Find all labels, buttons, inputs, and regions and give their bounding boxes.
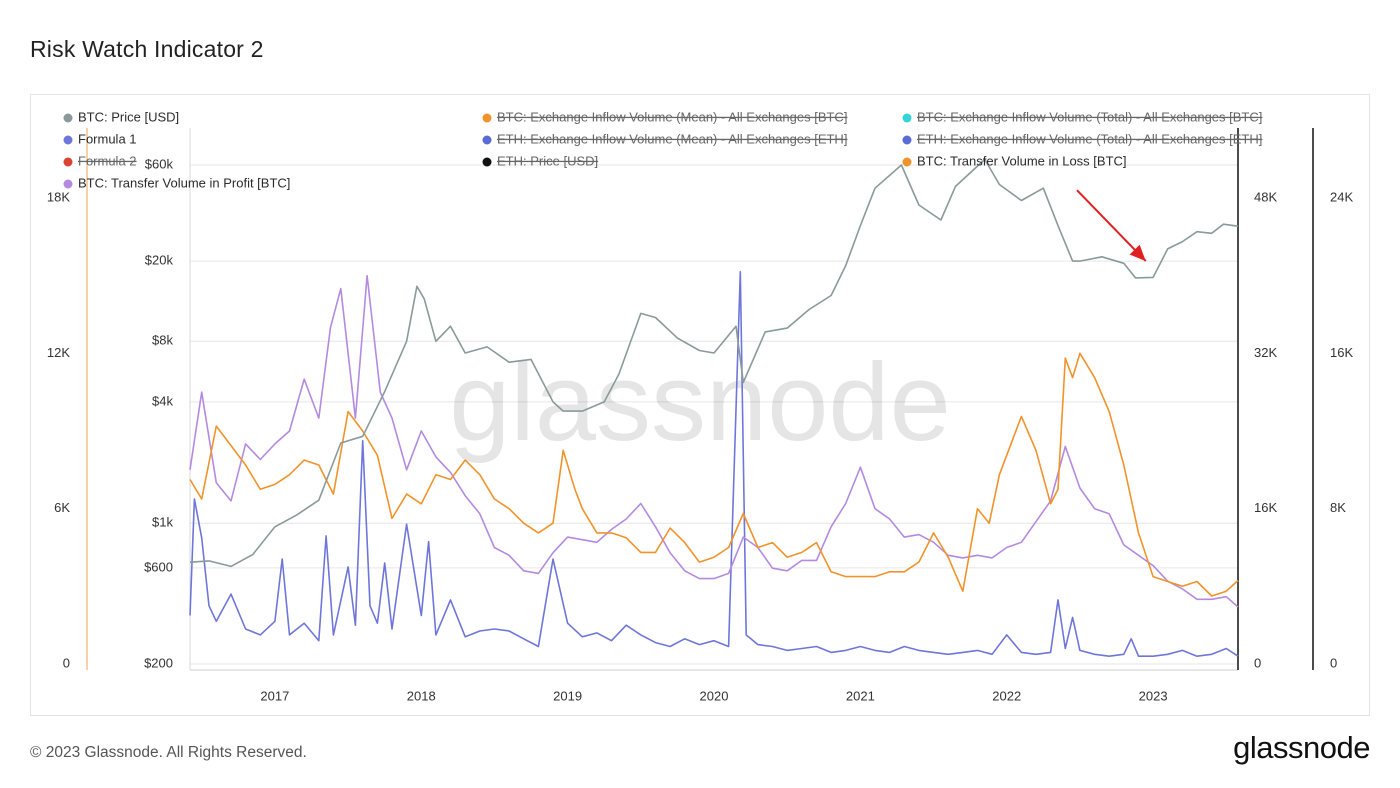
legend-label: Formula 2 [78,153,137,168]
legend-label: BTC: Exchange Inflow Volume (Total) - Al… [917,109,1262,124]
legend-marker [482,113,492,123]
copyright: © 2023 Glassnode. All Rights Reserved. [30,744,307,761]
legend-item[interactable]: ETH: Exchange Inflow Volume (Mean) - All… [482,131,848,146]
legend-label: BTC: Price [USD] [78,109,179,124]
series-formula-1 [189,271,1239,657]
legend-label: BTC: Exchange Inflow Volume (Mean) - All… [497,109,847,124]
x-tick-label: 2019 [553,688,582,703]
page-title: Risk Watch Indicator 2 [30,36,264,62]
chart-panel [30,94,1370,716]
legend-marker [63,113,73,123]
annotation-layer [1076,189,1147,262]
right2-tick-label: 24K [1330,189,1353,204]
legend-item[interactable]: Formula 1 [63,131,137,146]
legend-marker [63,135,73,145]
price-tick-label: $20k [145,253,174,268]
price-tick-label: $4k [152,393,173,408]
legend-item[interactable]: Formula 2 [63,153,137,168]
legend-marker [63,179,73,189]
legend-marker [902,157,912,167]
x-tick-label: 2022 [992,688,1021,703]
series-btc-price-usd [189,158,1239,568]
annotation-arrow-head [1129,244,1146,262]
legend-item[interactable]: BTC: Exchange Inflow Volume (Total) - Al… [902,109,1263,124]
axis-lines [86,128,1314,671]
right2-tick-label: 0 [1330,655,1337,670]
legend-marker [482,135,492,145]
legend-label: ETH: Exchange Inflow Volume (Total) - Al… [917,131,1262,146]
tick-labels: 0 6K 12K 18K $200 $600 $1k $4k $8k $20k $60k 0 16K 32… [47,156,1354,703]
price-tick-label: $200 [144,655,173,670]
left-tick-label: 12K [47,345,70,360]
x-tick-label: 2023 [1139,688,1168,703]
series-btc-transfer-volume-in-profit-btc [189,274,1239,608]
legend-item[interactable]: BTC: Transfer Volume in Profit [BTC] [63,175,291,190]
x-tick-label: 2021 [846,688,875,703]
legend-marker [482,157,492,167]
legend-marker [902,135,912,145]
legend-marker [902,113,912,123]
right1-tick-label: 0 [1254,655,1261,670]
gridlines [190,164,1238,665]
right2-tick-label: 16K [1330,345,1353,360]
price-tick-label: $60k [145,156,174,171]
brand-logo: glassnode [1233,730,1370,765]
legend-label: ETH: Price [USD] [497,153,598,168]
price-tick-label: $600 [144,559,173,574]
x-tick-label: 2018 [407,688,436,703]
right1-tick-label: 48K [1254,189,1277,204]
right1-tick-label: 16K [1254,500,1277,515]
legend-item[interactable]: BTC: Transfer Volume in Loss [BTC] [902,153,1127,168]
right1-tick-label: 32K [1254,345,1277,360]
right2-tick-label: 8K [1330,500,1346,515]
legend-item[interactable]: ETH: Exchange Inflow Volume (Total) - Al… [902,131,1263,146]
annotation-arrow-line [1076,189,1147,262]
left-tick-label: 0 [63,655,70,670]
price-tick-label: $1k [152,515,173,530]
legend-label: BTC: Transfer Volume in Profit [BTC] [78,175,290,190]
legend-label: Formula 1 [78,131,137,146]
legend-item[interactable]: ETH: Price [USD] [482,153,599,168]
x-tick-label: 2017 [260,688,289,703]
legend-label: ETH: Exchange Inflow Volume (Mean) - All… [497,131,847,146]
legend-label: BTC: Transfer Volume in Loss [BTC] [917,153,1127,168]
series-btc-transfer-volume-in-loss-btc [189,352,1239,597]
series-layer [189,158,1239,657]
legend-item[interactable]: BTC: Exchange Inflow Volume (Mean) - All… [482,109,848,124]
legend-item[interactable]: BTC: Price [USD] [63,109,180,124]
legend: BTC: Price [USD] Formula 1 Formula 2 BTC: T… [63,109,1263,190]
price-tick-label: $8k [152,333,173,348]
legend-marker [63,157,73,167]
left-tick-label: 6K [54,500,70,515]
left-tick-label: 18K [47,189,70,204]
x-tick-label: 2020 [700,688,729,703]
